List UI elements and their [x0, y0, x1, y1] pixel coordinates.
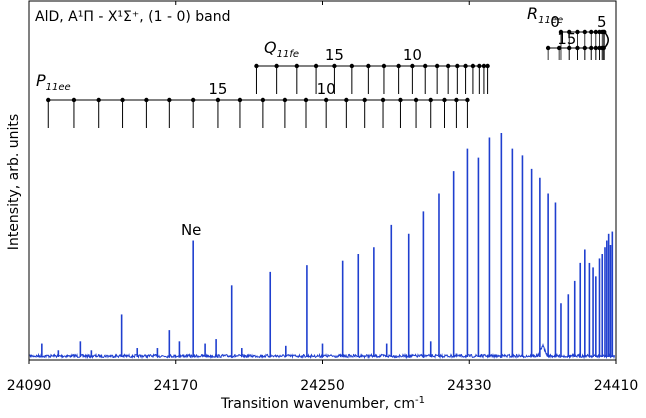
branch-dot: [120, 97, 125, 103]
branch-dot: [215, 97, 221, 103]
branch-dot: [362, 97, 367, 103]
branch-name-label: P11ee: [36, 71, 71, 93]
branch-dot: [434, 63, 440, 69]
branch-dot: [71, 97, 77, 103]
x-axis-label: Transition wavenumber, cm-1: [220, 395, 425, 412]
branch-number-label: 5: [597, 13, 607, 31]
ne-annotation: Ne: [181, 221, 201, 239]
branch-dot: [470, 63, 476, 69]
branch-dot: [294, 63, 300, 69]
chart-title: AlD, A¹Π - X¹Σ⁺, (1 - 0) band: [35, 9, 231, 25]
branch-dot: [423, 63, 428, 69]
branch-dot: [398, 97, 403, 103]
branch-dot: [380, 97, 386, 103]
branch-dot: [344, 97, 349, 103]
x-axis-ticks: 24090 24170 24250 24330 24410: [7, 1, 639, 394]
branch-dot: [597, 45, 602, 51]
branch-dot: [303, 97, 309, 103]
x-tick-label: 24410: [594, 378, 639, 394]
branch-dot: [445, 63, 451, 69]
band-head-turn: [603, 31, 610, 49]
branch-dot: [567, 45, 572, 51]
branch-dot: [260, 97, 266, 103]
branch-number-label: 10: [317, 80, 336, 98]
branch-dot: [465, 97, 470, 103]
branch-dot: [575, 45, 580, 51]
spectrum-trace-group: [29, 133, 616, 360]
branch-number-label: 10: [403, 46, 422, 64]
branch-dot: [545, 45, 551, 51]
branch-dot: [442, 97, 447, 103]
spectrum-baseline: [29, 343, 616, 360]
branch-dot: [582, 29, 588, 35]
x-axis-label-unit-exponent: -1: [415, 395, 425, 406]
branch-dot: [575, 29, 580, 35]
branch-dot: [254, 63, 259, 69]
branch-number-label: 0: [550, 13, 560, 31]
branch-dot: [593, 45, 599, 51]
branch-number-label: 15: [208, 80, 227, 98]
branch-dot: [454, 97, 459, 103]
branch-dot: [463, 63, 468, 69]
branch-number-label: 15: [325, 46, 344, 64]
branch-dot: [144, 97, 149, 103]
branch-dot: [582, 45, 588, 51]
branch-dot: [410, 63, 415, 69]
branch-name-label: R11ee: [527, 4, 563, 26]
branch-dot: [332, 63, 337, 69]
branch-dot: [274, 63, 279, 69]
branch-dot: [282, 97, 288, 103]
branch-dot: [477, 63, 482, 69]
branch-letter: R: [527, 4, 538, 23]
x-tick-label: 24170: [153, 378, 198, 394]
branch-dot: [567, 29, 572, 35]
x-axis-label-text: Transition wavenumber, cm: [220, 396, 415, 412]
branch-name-label: Q11fe: [264, 38, 299, 60]
branch-dot: [455, 63, 460, 69]
branch-dot: [96, 97, 101, 103]
branch-number-label: 15: [557, 30, 576, 48]
branch-r-ladder: 0 5 15 R11ee: [527, 4, 610, 60]
plot-frame: [28, 0, 617, 361]
branch-dot: [237, 97, 243, 103]
branch-dot: [396, 63, 401, 69]
branch-q-ladder: 15 10 Q11fe: [254, 38, 490, 94]
branch-dot: [558, 29, 564, 35]
branch-dot: [366, 63, 371, 69]
branch-letter: P: [36, 71, 46, 90]
y-axis-label: Intensity, arb. units: [6, 114, 22, 250]
branch-dot: [589, 45, 594, 51]
branch-dot: [485, 63, 490, 69]
branch-dot: [589, 29, 594, 35]
branch-dot: [602, 29, 607, 35]
branch-dot: [349, 63, 355, 69]
branch-dot: [593, 29, 599, 35]
x-tick-label: 24330: [447, 378, 492, 394]
branch-dot: [323, 97, 329, 103]
branch-letter: Q: [264, 38, 277, 57]
branch-dot: [413, 97, 419, 103]
branch-dot: [481, 63, 487, 69]
branch-subscript: 11ee: [46, 82, 71, 93]
branch-dot: [190, 97, 196, 103]
branch-dot: [167, 97, 172, 103]
x-tick-label: 24250: [300, 378, 345, 394]
branch-dot: [46, 97, 51, 103]
branch-dot: [428, 97, 433, 103]
branch-subscript: 11fe: [277, 49, 299, 60]
branch-dot: [381, 63, 387, 69]
branch-subscript: 11ee: [538, 15, 563, 26]
branch-dot: [313, 63, 319, 69]
branch-p-ladder: 15 10 P11ee: [36, 71, 470, 128]
branch-dot: [556, 45, 562, 51]
x-tick-label: 24090: [7, 378, 52, 394]
